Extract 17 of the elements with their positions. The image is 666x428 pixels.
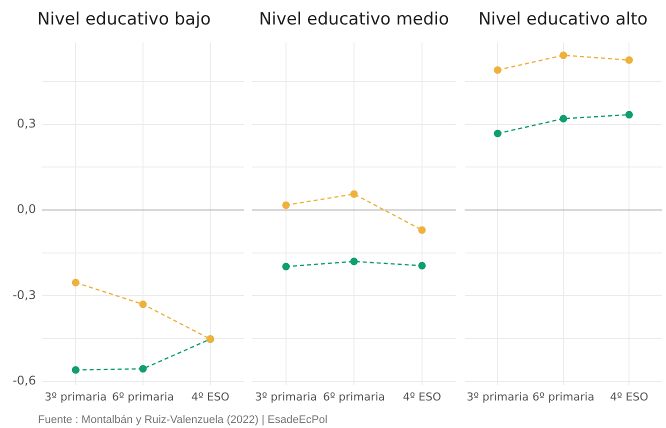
y-tick-label: -0,6 [12, 374, 36, 388]
y-tick-label: 0,3 [16, 116, 36, 130]
y-tick-label: 0,0 [16, 202, 36, 216]
x-tick-label: 4º ESO [402, 390, 442, 404]
x-tick-label: 3º primaria [466, 390, 529, 404]
x-tick-label: 6º primaria [532, 390, 594, 404]
chart-title: Nivel educativo alto [478, 10, 648, 30]
x-tick-label: 3º primaria [254, 390, 318, 404]
x-tick-label: 4º ESO [610, 390, 649, 404]
chart-title: Nivel educativo bajo [37, 10, 211, 30]
chart-title: Nivel educativo medio [258, 10, 450, 30]
source-note: Fuente : Montalbán y Ruiz-Valenzuela (2022) | EsadeEcPol [38, 414, 328, 426]
y-tick-label: -0,3 [12, 288, 36, 302]
x-tick-label: 6º primaria [112, 390, 174, 404]
x-tick-label: 4º ESO [191, 390, 230, 404]
x-tick-label: 6º primaria [322, 390, 386, 404]
x-tick-label: 3º primaria [44, 390, 107, 404]
